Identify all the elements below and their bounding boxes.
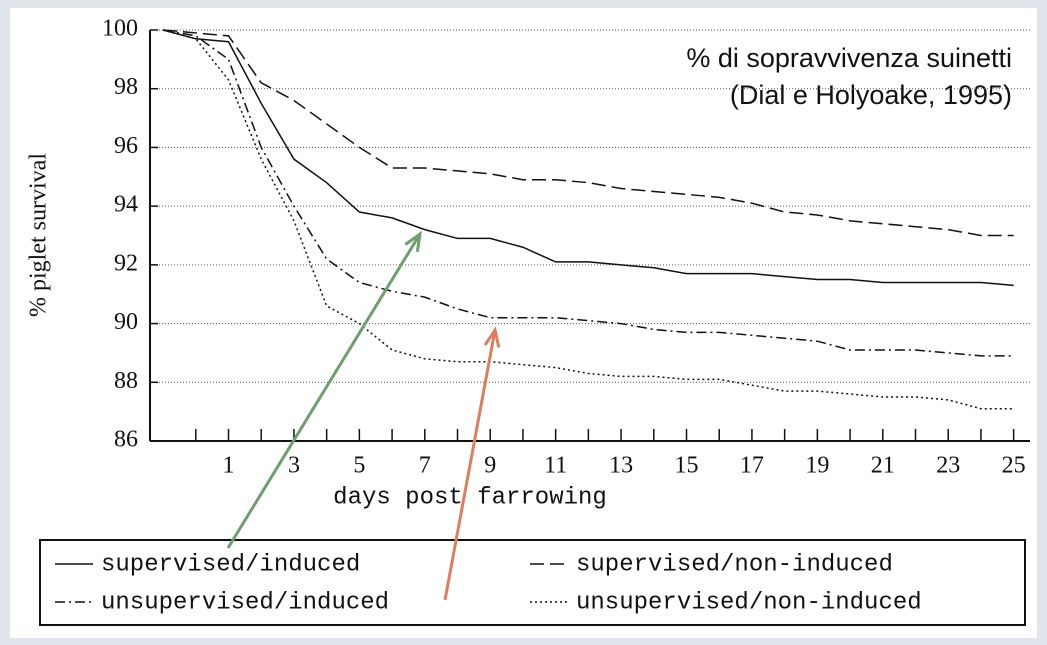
- x-tick-label: 3: [288, 453, 300, 479]
- x-tick-label: 23: [936, 453, 960, 479]
- legend-label: unsupervised/non-induced: [576, 589, 922, 616]
- arrow: [443, 329, 497, 601]
- arrow: [226, 233, 422, 549]
- legend-label: unsupervised/induced: [101, 589, 389, 616]
- x-tick-label: 7: [419, 453, 431, 479]
- legend-box: [39, 539, 1026, 626]
- x-axis-label: days post farrowing: [333, 484, 607, 511]
- y-tick-label: 88: [114, 368, 138, 394]
- y-tick-label: 100: [102, 16, 138, 42]
- x-tick-label: 11: [544, 453, 567, 479]
- y-tick-label: 96: [114, 133, 138, 159]
- x-tick-label: 13: [609, 453, 633, 479]
- y-tick-label: 90: [114, 309, 138, 335]
- x-tick-label: 19: [805, 453, 829, 479]
- series-line: [163, 29, 1014, 237]
- x-tick-label: 17: [740, 453, 764, 479]
- series-line: [162, 29, 1014, 410]
- series-line: [162, 29, 1014, 287]
- panel: [10, 8, 1037, 638]
- x-tick-label: 1: [223, 453, 235, 479]
- arrow-head: [404, 230, 423, 253]
- x-tick-label: 15: [675, 453, 699, 479]
- x-tick-label: 21: [871, 453, 895, 479]
- x-tick-label: 5: [353, 453, 365, 479]
- y-tick-label: 86: [114, 427, 138, 453]
- x-tick-label: 25: [1002, 453, 1026, 479]
- x-tick-label: 9: [484, 453, 496, 479]
- annotation-line: (Dial e Holyoake, 1995): [730, 80, 1012, 110]
- y-tick-label: 94: [114, 192, 138, 218]
- y-axis-label: % piglet survival: [26, 153, 52, 317]
- legend-label: supervised/induced: [101, 551, 360, 578]
- y-tick-label: 92: [114, 250, 138, 276]
- annotation-line: % di sopravvivenza suinetti: [686, 43, 1012, 73]
- y-tick-label: 98: [114, 74, 138, 100]
- legend-label: supervised/non-induced: [576, 551, 893, 578]
- series-line: [162, 29, 1014, 357]
- arrow-head: [483, 326, 501, 348]
